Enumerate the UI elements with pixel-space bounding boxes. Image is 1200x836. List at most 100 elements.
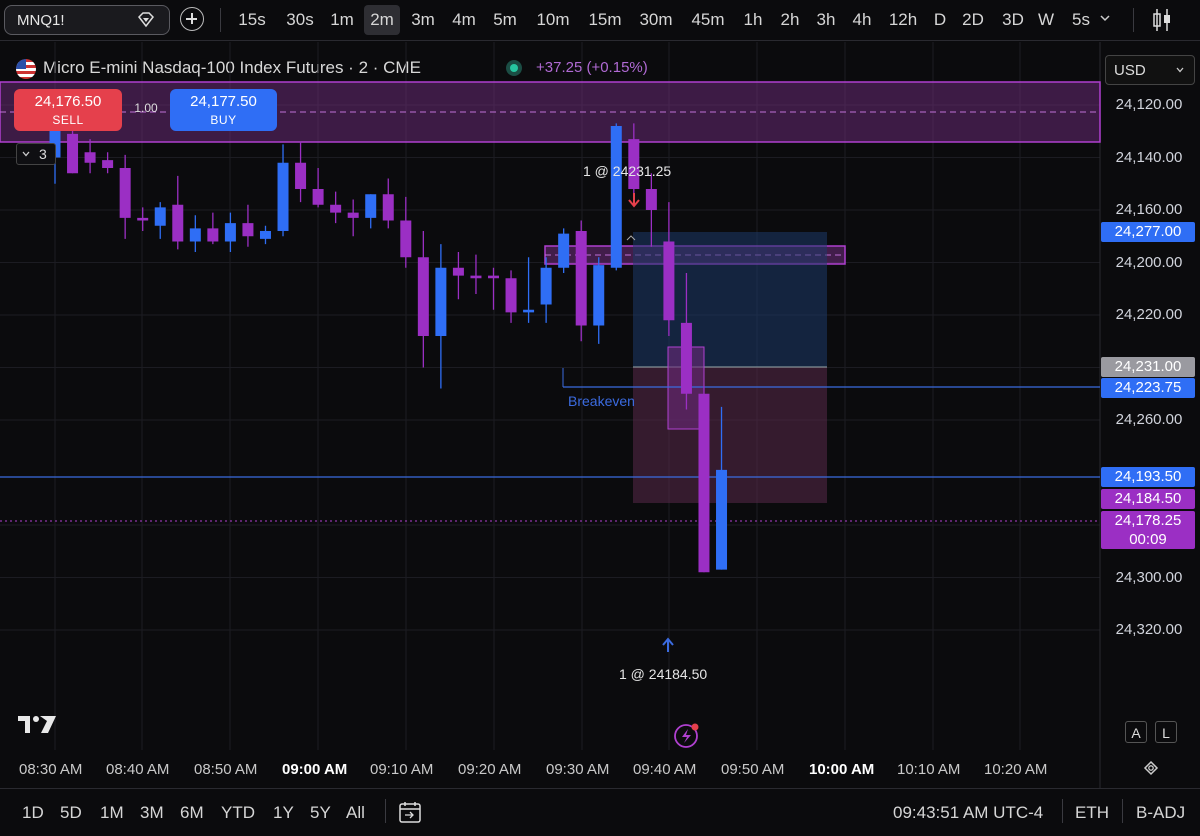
timeframe-D[interactable]: D xyxy=(933,10,947,29)
currency-select[interactable]: USD xyxy=(1105,55,1195,85)
sell-fill-label: 1 @ 24231.25 xyxy=(583,163,672,179)
indicator-count: 3 xyxy=(39,146,47,162)
chevron-down-icon xyxy=(22,151,30,157)
timeframe-30m[interactable]: 30m xyxy=(639,10,673,29)
buy-price: 24,177.50 xyxy=(190,93,257,110)
order-quantity[interactable]: 1.00 xyxy=(134,101,158,115)
goto-date-icon[interactable] xyxy=(398,800,422,824)
candle-body xyxy=(242,223,254,237)
timeframe-15m[interactable]: 15m xyxy=(588,10,622,29)
timeframe-5s[interactable]: 5s xyxy=(1072,10,1090,29)
candle-body xyxy=(259,231,271,239)
candle-body xyxy=(137,217,149,221)
time-tick: 09:30 AM xyxy=(546,761,610,778)
timeframe-2m[interactable]: 2m xyxy=(364,5,400,35)
time-tick: 09:40 AM xyxy=(633,761,697,778)
range-3m[interactable]: 3M xyxy=(140,803,164,822)
candle-body xyxy=(312,189,324,205)
candle-body xyxy=(365,194,377,218)
candle-body xyxy=(558,233,570,268)
compare-add-button[interactable] xyxy=(180,7,204,31)
buy-label: BUY xyxy=(210,113,237,127)
candle-body xyxy=(295,162,307,189)
buy-arrow-icon xyxy=(662,637,674,652)
candle-body xyxy=(224,223,236,242)
time-tick: 10:10 AM xyxy=(897,761,961,778)
sell-button[interactable]: 24,176.50 SELL xyxy=(14,89,122,131)
candles xyxy=(49,110,728,573)
candle-body xyxy=(470,275,482,279)
candle-body xyxy=(610,126,622,268)
timeframe-10m[interactable]: 10m xyxy=(536,10,570,29)
breakeven-label: Breakeven xyxy=(568,393,635,409)
sell-label: SELL xyxy=(52,113,84,127)
timeframe-W[interactable]: W xyxy=(1037,10,1055,29)
candle-body xyxy=(575,231,587,326)
time-tick: 10:00 AM xyxy=(809,761,875,778)
top-toolbar: MNQ1! 15s 30s 1m 2m 3m 4m 5m 10m 15m 30m 45m 1h 2h 3h… xyxy=(0,0,1200,41)
toolbar-divider xyxy=(1062,799,1063,823)
range-all[interactable]: All xyxy=(346,803,365,822)
price-tick: 24,320.00 xyxy=(1115,621,1183,638)
price-tick: 24,260.00 xyxy=(1115,411,1183,428)
timeframe-2D[interactable]: 2D xyxy=(962,10,984,29)
toolbar-divider xyxy=(1122,799,1123,823)
timeframe-3m[interactable]: 3m xyxy=(411,10,435,29)
timeframe-4h[interactable]: 4h xyxy=(852,10,872,29)
log-scale-button[interactable]: L xyxy=(1155,721,1177,743)
timeframe-3D[interactable]: 3D xyxy=(1002,10,1024,29)
timeframe-12h[interactable]: 12h xyxy=(888,10,918,29)
candle-body xyxy=(207,228,219,242)
breakeven-price-label: 24,223.75 xyxy=(1101,378,1195,398)
timeframe-30s[interactable]: 30s xyxy=(286,10,314,29)
chart-grid xyxy=(0,42,1101,790)
buy-button[interactable]: 24,177.50 BUY xyxy=(170,89,277,131)
range-ytd[interactable]: YTD xyxy=(221,803,255,822)
clock-timezone[interactable]: 09:43:51 AM UTC-4 xyxy=(893,803,1044,822)
timeframe-15s[interactable]: 15s xyxy=(238,10,266,29)
timeframe-1h[interactable]: 1h xyxy=(743,10,763,29)
candle-body xyxy=(452,267,464,276)
candle-body xyxy=(102,160,114,168)
candle-body xyxy=(698,393,710,573)
range-1y[interactable]: 1Y xyxy=(273,803,294,822)
timeframe-2h[interactable]: 2h xyxy=(780,10,800,29)
range-1d[interactable]: 1D xyxy=(22,803,44,822)
instrument-title[interactable]: Micro E-mini Nasdaq-100 Index Futures · … xyxy=(43,58,421,77)
alert-icon xyxy=(674,724,698,748)
chevron-down-icon[interactable] xyxy=(1100,13,1110,23)
range-6m[interactable]: 6M xyxy=(180,803,204,822)
candlestick-chart-type-icon[interactable] xyxy=(1150,6,1174,34)
candle-body xyxy=(330,204,342,213)
candle-body xyxy=(49,126,61,158)
price-tick: 24,220.00 xyxy=(1115,306,1183,323)
time-tick: 09:50 AM xyxy=(721,761,785,778)
candle-body xyxy=(119,168,131,218)
timeframe-1m[interactable]: 1m xyxy=(330,10,354,29)
range-5d[interactable]: 5D xyxy=(60,803,82,822)
session-toggle[interactable]: ETH xyxy=(1075,803,1109,822)
candle-body xyxy=(680,322,692,394)
symbol-search[interactable]: MNQ1! xyxy=(4,5,170,35)
candle-body xyxy=(400,220,412,258)
market-open-status-icon xyxy=(506,60,522,76)
auto-scale-button[interactable]: A xyxy=(1125,721,1147,743)
candle-body xyxy=(277,162,289,231)
timeframe-45m[interactable]: 45m xyxy=(691,10,725,29)
last-price-label: 24,178.25 00:09 xyxy=(1101,511,1195,549)
adjustment-toggle[interactable]: B-ADJ xyxy=(1136,803,1186,822)
timeframe-5m[interactable]: 5m xyxy=(493,10,517,29)
price-change: +37.25 (+0.15%) xyxy=(536,59,648,76)
profit-target-zone xyxy=(633,232,827,367)
sell-arrow-icon xyxy=(628,193,640,208)
currency-label: USD xyxy=(1114,62,1146,79)
toolbar-divider xyxy=(385,799,386,823)
timeframe-3h[interactable]: 3h xyxy=(816,10,836,29)
range-1m[interactable]: 1M xyxy=(100,803,124,822)
indicators-collapse-button[interactable]: 3 xyxy=(16,143,56,165)
time-tick: 10:20 AM xyxy=(984,761,1048,778)
time-tick: 08:40 AM xyxy=(106,761,170,778)
timeframe-4m[interactable]: 4m xyxy=(452,10,476,29)
range-5y[interactable]: 5Y xyxy=(310,803,331,822)
